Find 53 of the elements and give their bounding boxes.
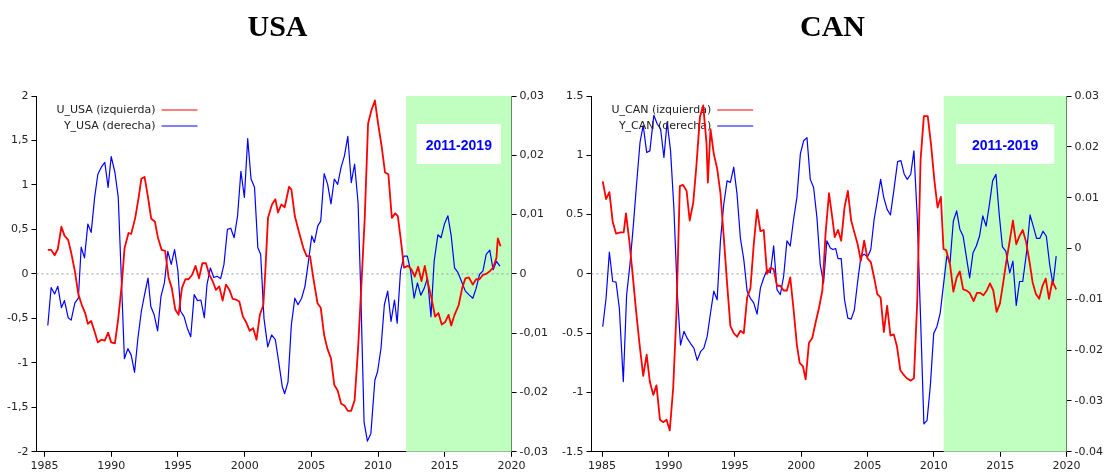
y-tick-label: -1	[17, 355, 29, 369]
y-tick-label: 0,5	[10, 222, 29, 236]
y-tick-label: 2	[21, 88, 29, 102]
x-tick-label: 2005	[853, 459, 882, 473]
y-tick-label: -0,5	[6, 311, 29, 325]
chart-title: CAN	[800, 8, 866, 42]
y-tick-label: -1	[572, 385, 584, 399]
x-tick-label: 1995	[163, 459, 192, 473]
legend-label: Y_USA (derecha)	[62, 118, 156, 132]
x-tick-label: 2000	[787, 459, 816, 473]
band-label: 2011-2019	[425, 136, 493, 153]
y2-tick-label: 0,01	[519, 207, 545, 221]
band-label: 2011-2019	[972, 136, 1039, 153]
y2-tick-label: -0,03	[519, 444, 549, 458]
y-tick-label: 1	[21, 177, 29, 191]
y2-tick-label: -0.01	[1074, 292, 1104, 306]
y2-tick-label: -0,02	[519, 385, 549, 399]
y-tick-label: -1,5	[6, 400, 29, 414]
y2-tick-label: 0.01	[1074, 190, 1100, 204]
x-tick-label: 2010	[919, 459, 948, 473]
x-tick-label: 1990	[654, 459, 683, 473]
y-tick-label: 1	[576, 148, 584, 162]
y2-tick-label: -0,01	[519, 326, 549, 340]
y2-tick-label: 0,03	[519, 88, 545, 102]
y2-tick-label: -0.04	[1074, 444, 1104, 458]
x-tick-label: 2020	[497, 459, 526, 473]
y-tick-label: -1.5	[561, 444, 584, 458]
x-tick-label: 1995	[720, 459, 749, 473]
y2-tick-label: 0,02	[519, 148, 545, 162]
y2-tick-label: 0	[1074, 241, 1082, 255]
x-tick-label: 1985	[588, 459, 617, 473]
x-tick-label: 1985	[30, 459, 59, 473]
y-tick-label: 0	[576, 266, 584, 280]
y2-tick-label: -0.02	[1074, 343, 1104, 356]
y-tick-label: -2	[17, 444, 29, 458]
y2-tick-label: -0.03	[1074, 393, 1104, 407]
x-tick-label: 2005	[297, 459, 326, 473]
y-tick-label: 1.5	[565, 88, 584, 102]
x-tick-label: 2015	[430, 459, 459, 473]
y-tick-label: 1,5	[10, 133, 29, 147]
x-tick-label: 2010	[364, 459, 393, 473]
y-tick-label: -0.5	[561, 326, 584, 340]
legend-label: U_USA (izquierda)	[56, 102, 156, 116]
y-tick-label: 0	[21, 266, 29, 280]
y2-tick-label: 0.03	[1074, 88, 1100, 102]
x-tick-label: 1990	[97, 459, 126, 473]
y2-tick-label: 0	[519, 266, 527, 280]
x-tick-label: 2020	[1052, 459, 1081, 473]
y2-tick-label: 0.02	[1074, 139, 1100, 153]
x-tick-label: 2015	[986, 459, 1015, 473]
x-tick-label: 2000	[230, 459, 259, 473]
chart-title: USA	[247, 8, 308, 42]
y-tick-label: 0.5	[565, 207, 584, 221]
